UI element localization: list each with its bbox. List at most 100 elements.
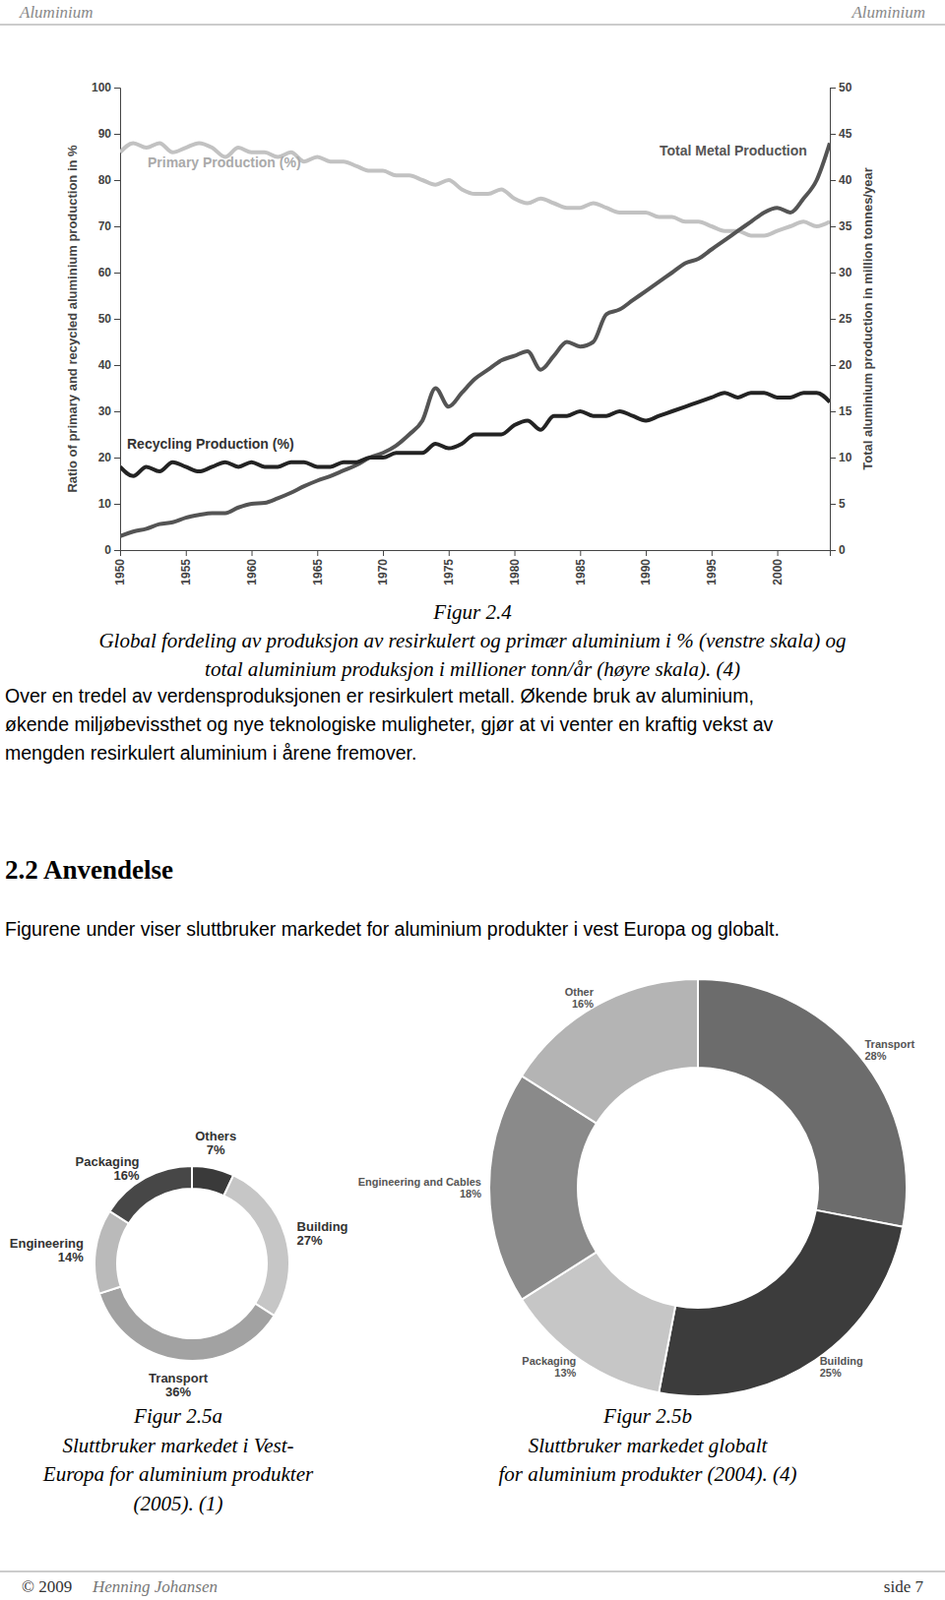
tick-label: 1980 xyxy=(507,559,522,586)
slice-value: 14% xyxy=(58,1250,84,1265)
tick: 90 xyxy=(98,126,121,141)
slice-value: 16% xyxy=(113,1168,139,1184)
tick-label: 1995 xyxy=(704,559,719,586)
tick-label: 1970 xyxy=(376,559,390,586)
tick-label: 90 xyxy=(98,126,113,141)
slice-category: Engineering xyxy=(9,1236,84,1252)
header-right: Aluminium xyxy=(850,2,926,22)
tick: 1960 xyxy=(245,550,259,586)
series-line xyxy=(120,392,830,477)
tick-mark xyxy=(114,457,121,459)
slice xyxy=(521,979,698,1125)
tick-label: 25 xyxy=(838,312,853,326)
y-axis: 0102030405060708090100 xyxy=(91,80,122,558)
slice xyxy=(109,1166,192,1224)
tick: 2000 xyxy=(770,550,785,586)
tick: 1975 xyxy=(441,550,456,586)
tick: 1950 xyxy=(113,550,127,586)
footer-author: Henning Johansen xyxy=(91,1577,218,1597)
tick-mark xyxy=(186,550,188,557)
slice xyxy=(658,1210,903,1397)
series-line xyxy=(120,142,830,236)
caption-line: Figur 2.5a xyxy=(132,1404,223,1429)
tick-label: 20 xyxy=(838,358,853,373)
tick-mark xyxy=(829,180,836,182)
tick-mark xyxy=(114,180,121,182)
tick-mark xyxy=(316,550,318,557)
footer-rule xyxy=(0,1572,945,1574)
tick: 1965 xyxy=(311,550,325,586)
slice-value: 13% xyxy=(554,1367,576,1380)
tick-mark xyxy=(579,550,581,557)
footer-page: side 7 xyxy=(883,1577,925,1597)
tick-label: 1985 xyxy=(573,559,588,586)
tick-label: 0 xyxy=(838,543,846,558)
slice-value: 25% xyxy=(819,1367,842,1380)
tick: 30 xyxy=(98,404,121,419)
slice-category: Packaging xyxy=(74,1154,139,1170)
tick: 70 xyxy=(98,219,121,234)
tick-label: 35 xyxy=(838,219,853,234)
tick: 0 xyxy=(104,543,121,558)
slice-category: Transport xyxy=(148,1371,209,1386)
tick: 20 xyxy=(829,358,853,373)
tick-mark xyxy=(829,550,836,552)
paragraph-line: Figurene under viser sluttbruker markede… xyxy=(4,918,780,941)
tick-mark xyxy=(114,272,121,274)
tick-label: 70 xyxy=(98,219,113,234)
slice-category: Engineering and Cables xyxy=(358,1176,482,1189)
slice-value: 18% xyxy=(459,1188,482,1200)
series-line xyxy=(120,142,830,537)
slice-value: 16% xyxy=(571,998,594,1010)
section-heading: 2.2 Anvendelse xyxy=(4,855,174,885)
tick-label: 1975 xyxy=(441,559,456,586)
tick: 50 xyxy=(829,80,853,95)
tick: 25 xyxy=(829,312,853,326)
slice-category: Other xyxy=(565,986,595,999)
tick: 30 xyxy=(829,265,853,280)
tick: 1970 xyxy=(376,550,390,586)
slice-labels: Others7%Building27%Transport36%Engineeri… xyxy=(9,1129,349,1400)
tick-label: 1990 xyxy=(638,559,653,586)
tick-label: 30 xyxy=(98,404,113,419)
slice xyxy=(94,1211,129,1295)
y2-axis-title: Total aluminium production in million to… xyxy=(860,167,876,470)
slice-category: Transport xyxy=(865,1038,916,1051)
caption-line: Figur 2.5b xyxy=(602,1404,693,1429)
paragraph-line: mengden resirkulert aluminium i årene fr… xyxy=(4,742,417,764)
tick-mark xyxy=(448,550,450,557)
tick-mark xyxy=(829,133,836,135)
tick-label: 30 xyxy=(838,265,853,280)
tick-mark xyxy=(382,550,384,557)
y2-axis: 05101520253035404550 xyxy=(829,80,853,558)
caption-line: (2005). (1) xyxy=(133,1492,224,1516)
caption-line: Europa for aluminium produkter xyxy=(42,1462,315,1487)
tick: 1985 xyxy=(573,550,588,586)
tick-mark xyxy=(829,411,836,413)
tick-mark xyxy=(829,87,836,89)
tick-mark xyxy=(777,550,779,557)
slice-value: 7% xyxy=(206,1142,226,1158)
slice-value: 36% xyxy=(165,1385,191,1400)
axis-line xyxy=(114,88,122,552)
tick-mark xyxy=(711,550,713,557)
tick-mark xyxy=(114,504,121,505)
tick-mark xyxy=(514,550,516,557)
tick-label: 5 xyxy=(838,497,846,511)
tick-mark xyxy=(829,365,836,367)
slice xyxy=(697,979,907,1228)
tick-mark xyxy=(114,318,121,320)
tick-mark xyxy=(829,272,836,274)
axis-line xyxy=(121,551,831,558)
tick: 80 xyxy=(98,173,121,188)
tick-mark xyxy=(645,550,647,557)
tick: 60 xyxy=(98,265,121,280)
tick: 20 xyxy=(98,450,121,465)
tick-label: 10 xyxy=(838,450,853,465)
tick: 1980 xyxy=(507,550,522,586)
tick-label: 1960 xyxy=(245,559,259,586)
tick-label: 40 xyxy=(98,358,113,373)
slices xyxy=(94,1166,290,1362)
tick-label: 50 xyxy=(838,80,853,95)
tick-label: 100 xyxy=(91,80,112,95)
